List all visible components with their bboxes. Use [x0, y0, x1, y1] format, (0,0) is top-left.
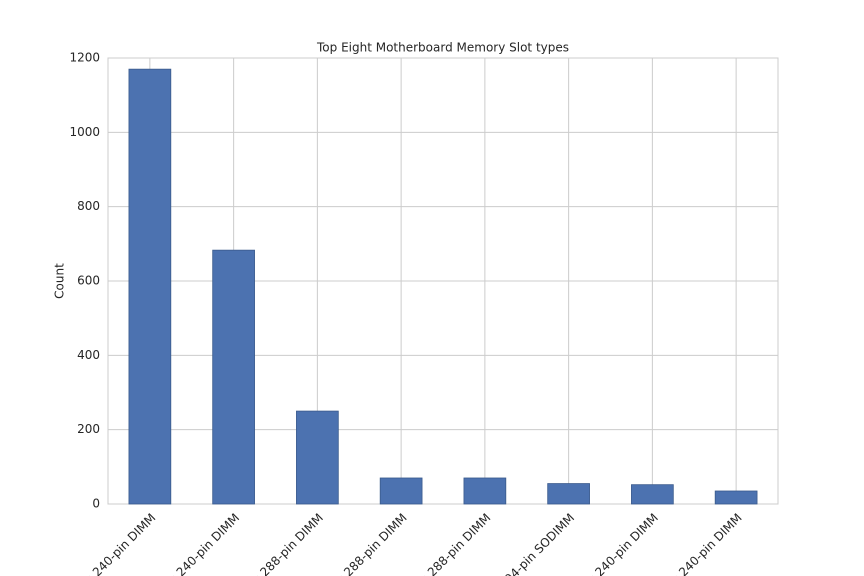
bar [547, 483, 590, 505]
y-tick-label: 600 [77, 274, 100, 288]
plot-frame [107, 57, 779, 505]
bar [212, 249, 255, 505]
x-tick-label: x 288-pin DIMM [333, 511, 409, 576]
bar [714, 490, 758, 505]
y-tick-label: 800 [77, 199, 100, 213]
y-axis-label: Count [53, 263, 67, 299]
x-tick-label: x 240-pin DIMM [82, 511, 158, 576]
x-tick-label: x 240-pin DIMM [668, 511, 744, 576]
y-tick-label: 1200 [69, 51, 100, 65]
bar [128, 68, 172, 505]
x-tick-label: x 240-pin DIMM [166, 511, 242, 576]
x-tick-label: x 240-pin DIMM [585, 511, 661, 576]
y-tick-label: 200 [77, 422, 100, 436]
y-tick-label: 0 [92, 497, 100, 511]
bar [296, 410, 339, 505]
x-tick-label: x 288-pin DIMM [250, 511, 326, 576]
x-tick-label: 204-pin SODIMM [497, 511, 578, 576]
bar [379, 477, 423, 505]
x-tick-label: x 288-pin DIMM [417, 511, 493, 576]
y-tick-label: 400 [77, 348, 100, 362]
bar [631, 484, 674, 505]
y-tick-label: 1000 [69, 125, 100, 139]
bar [463, 477, 507, 505]
chart-title: Top Eight Motherboard Memory Slot types [316, 41, 569, 55]
